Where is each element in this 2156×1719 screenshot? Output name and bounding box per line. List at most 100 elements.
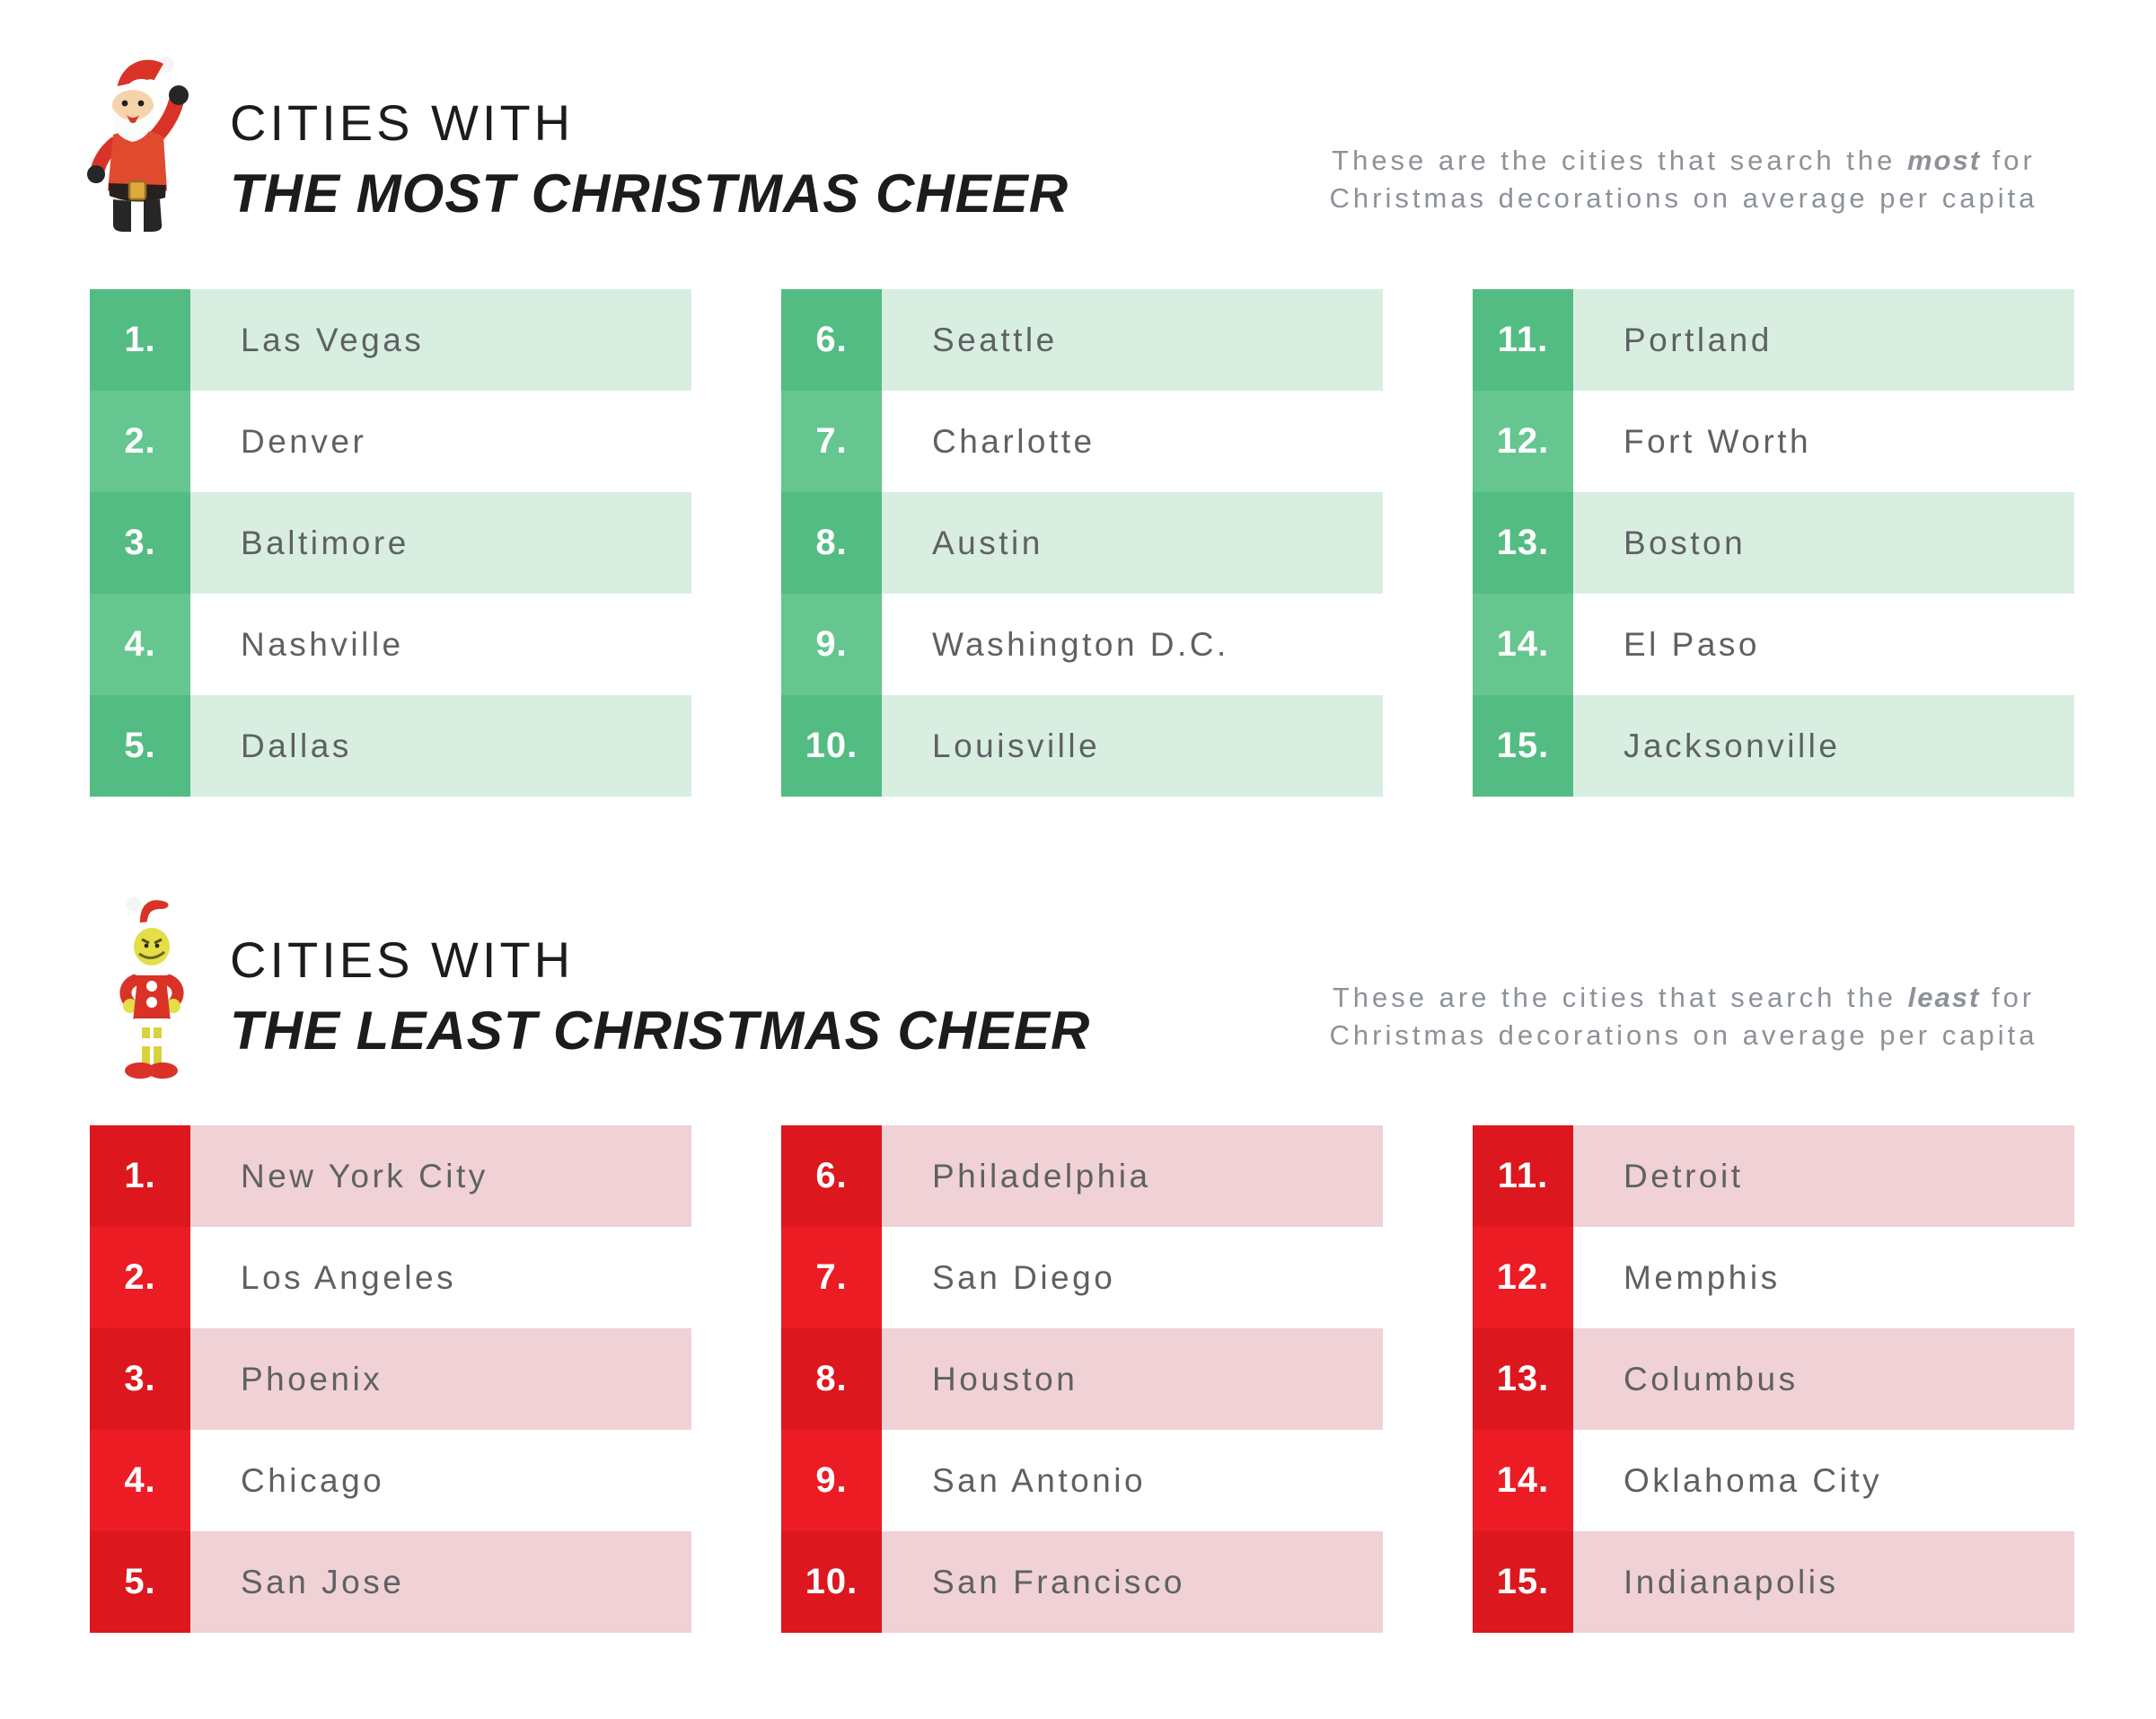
rank-number: 7. bbox=[781, 391, 882, 492]
city-name: Portland bbox=[1624, 321, 1773, 358]
city-name: Oklahoma City bbox=[1624, 1461, 1883, 1499]
most-rank-table-2: 6. Seattle 7. Charlotte 8. Austin 9. Was… bbox=[781, 289, 1383, 797]
rank-row: 15. Indianapolis bbox=[1473, 1531, 2074, 1633]
city-name: Los Angeles bbox=[241, 1258, 457, 1296]
rank-row: 3. Phoenix bbox=[90, 1328, 691, 1430]
rank-number: 12. bbox=[1473, 1227, 1573, 1328]
city-name: Washington D.C. bbox=[932, 625, 1229, 663]
city-name: San Francisco bbox=[932, 1563, 1185, 1600]
rank-row: 10. Louisville bbox=[781, 695, 1383, 797]
least-subtitle-emphasis: least bbox=[1907, 982, 1981, 1013]
city-name: Phoenix bbox=[241, 1360, 383, 1397]
rank-row: 8. Houston bbox=[781, 1328, 1383, 1430]
city-name: San Diego bbox=[932, 1258, 1116, 1296]
city-name: Jacksonville bbox=[1624, 727, 1841, 764]
city-name: Baltimore bbox=[241, 524, 409, 561]
rank-row: 1. New York City bbox=[90, 1125, 691, 1227]
city-name: Boston bbox=[1624, 524, 1747, 561]
rank-row: 7. San Diego bbox=[781, 1227, 1383, 1328]
rank-row: 7. Charlotte bbox=[781, 391, 1383, 492]
rank-row: 12. Memphis bbox=[1473, 1227, 2074, 1328]
rank-number: 1. bbox=[90, 1125, 190, 1227]
rank-number: 5. bbox=[90, 695, 190, 797]
city-name: Indianapolis bbox=[1624, 1563, 1839, 1600]
most-rank-table-3: 11. Portland 12. Fort Worth 13. Boston 1… bbox=[1473, 289, 2074, 797]
least-section-title: CITIES WITH THE LEAST CHRISTMAS CHEER bbox=[230, 930, 1090, 1062]
rank-number: 7. bbox=[781, 1227, 882, 1328]
rank-row: 8. Austin bbox=[781, 492, 1383, 594]
most-subtitle-line1: These are the cities that search the mos… bbox=[1332, 145, 2036, 176]
city-name: New York City bbox=[241, 1157, 488, 1194]
rank-number: 3. bbox=[90, 1328, 190, 1430]
least-subtitle-line1: These are the cities that search the lea… bbox=[1332, 982, 2036, 1013]
rank-row: 13. Columbus bbox=[1473, 1328, 2074, 1430]
rank-number: 9. bbox=[781, 594, 882, 695]
most-section-subtitle: These are the cities that search the mos… bbox=[1253, 142, 2115, 217]
city-name: Memphis bbox=[1624, 1258, 1781, 1296]
rank-number: 6. bbox=[781, 1125, 882, 1227]
rank-number: 12. bbox=[1473, 391, 1573, 492]
rank-row: 11. Portland bbox=[1473, 289, 2074, 391]
city-name: Dallas bbox=[241, 727, 352, 764]
least-title-line1: CITIES WITH bbox=[230, 931, 575, 988]
rank-row: 9. Washington D.C. bbox=[781, 594, 1383, 695]
rank-number: 5. bbox=[90, 1531, 190, 1633]
rank-number: 13. bbox=[1473, 1328, 1573, 1430]
least-section-subtitle: These are the cities that search the lea… bbox=[1253, 979, 2115, 1054]
rank-number: 2. bbox=[90, 391, 190, 492]
rank-number: 10. bbox=[781, 695, 882, 797]
rank-number: 6. bbox=[781, 289, 882, 391]
least-rank-table-1: 1. New York City 2. Los Angeles 3. Phoen… bbox=[90, 1125, 691, 1633]
city-name: Philadelphia bbox=[932, 1157, 1151, 1194]
city-name: Fort Worth bbox=[1624, 422, 1812, 460]
rank-row: 14. El Paso bbox=[1473, 594, 2074, 695]
rank-row: 11. Detroit bbox=[1473, 1125, 2074, 1227]
rank-row: 15. Jacksonville bbox=[1473, 695, 2074, 797]
rank-row: 2. Los Angeles bbox=[90, 1227, 691, 1328]
rank-row: 1. Las Vegas bbox=[90, 289, 691, 391]
rank-number: 1. bbox=[90, 289, 190, 391]
grinch-inflatable-icon bbox=[97, 891, 205, 1084]
rank-number: 15. bbox=[1473, 1531, 1573, 1633]
least-rank-table-3: 11. Detroit 12. Memphis 13. Columbus 14.… bbox=[1473, 1125, 2074, 1633]
rank-row: 14. Oklahoma City bbox=[1473, 1430, 2074, 1531]
rank-number: 11. bbox=[1473, 1125, 1573, 1227]
rank-number: 4. bbox=[90, 1430, 190, 1531]
city-name: San Jose bbox=[241, 1563, 405, 1600]
rank-number: 10. bbox=[781, 1531, 882, 1633]
city-name: Houston bbox=[932, 1360, 1078, 1397]
most-rank-table-1: 1. Las Vegas 2. Denver 3. Baltimore 4. N… bbox=[90, 289, 691, 797]
city-name: San Antonio bbox=[932, 1461, 1147, 1499]
rank-row: 10. San Francisco bbox=[781, 1531, 1383, 1633]
rank-row: 12. Fort Worth bbox=[1473, 391, 2074, 492]
rank-number: 14. bbox=[1473, 1430, 1573, 1531]
least-rank-table-2: 6. Philadelphia 7. San Diego 8. Houston … bbox=[781, 1125, 1383, 1633]
rank-row: 3. Baltimore bbox=[90, 492, 691, 594]
rank-number: 14. bbox=[1473, 594, 1573, 695]
rank-row: 4. Nashville bbox=[90, 594, 691, 695]
least-subtitle-line2: Christmas decorations on average per cap… bbox=[1329, 1019, 2038, 1051]
most-title-line1: CITIES WITH bbox=[230, 94, 575, 151]
rank-row: 6. Philadelphia bbox=[781, 1125, 1383, 1227]
rank-number: 8. bbox=[781, 1328, 882, 1430]
rank-number: 9. bbox=[781, 1430, 882, 1531]
rank-row: 5. San Jose bbox=[90, 1531, 691, 1633]
rank-number: 4. bbox=[90, 594, 190, 695]
city-name: Louisville bbox=[932, 727, 1101, 764]
city-name: Charlotte bbox=[932, 422, 1096, 460]
rank-row: 2. Denver bbox=[90, 391, 691, 492]
rank-number: 15. bbox=[1473, 695, 1573, 797]
rank-row: 13. Boston bbox=[1473, 492, 2074, 594]
least-title-line2: THE LEAST CHRISTMAS CHEER bbox=[230, 1001, 1091, 1061]
rank-number: 2. bbox=[90, 1227, 190, 1328]
city-name: Las Vegas bbox=[241, 321, 425, 358]
rank-row: 9. San Antonio bbox=[781, 1430, 1383, 1531]
rank-number: 8. bbox=[781, 492, 882, 594]
city-name: Chicago bbox=[241, 1461, 385, 1499]
rank-row: 6. Seattle bbox=[781, 289, 1383, 391]
santa-inflatable-icon bbox=[79, 50, 198, 241]
rank-number: 11. bbox=[1473, 289, 1573, 391]
rank-number: 3. bbox=[90, 492, 190, 594]
